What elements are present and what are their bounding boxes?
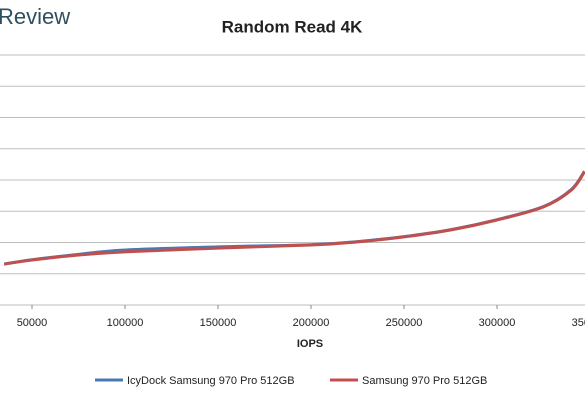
chart-title: Random Read 4K [222,17,363,36]
x-tick-label: 150000 [200,317,237,329]
x-tick-label: 100000 [107,317,144,329]
x-tick-label: 50000 [17,317,48,329]
x-tick-label: 250000 [386,317,423,329]
legend-label: Samsung 970 Pro 512GB [362,375,487,387]
series-line [3,170,585,266]
x-tick-label: 350000 [572,317,585,329]
x-tick-label: 200000 [293,317,330,329]
series-line [3,171,585,266]
x-axis-label: IOPS [297,338,323,350]
x-tick-label: 300000 [479,317,516,329]
watermark: Review [0,4,70,29]
legend-label: IcyDock Samsung 970 Pro 512GB [127,375,295,387]
